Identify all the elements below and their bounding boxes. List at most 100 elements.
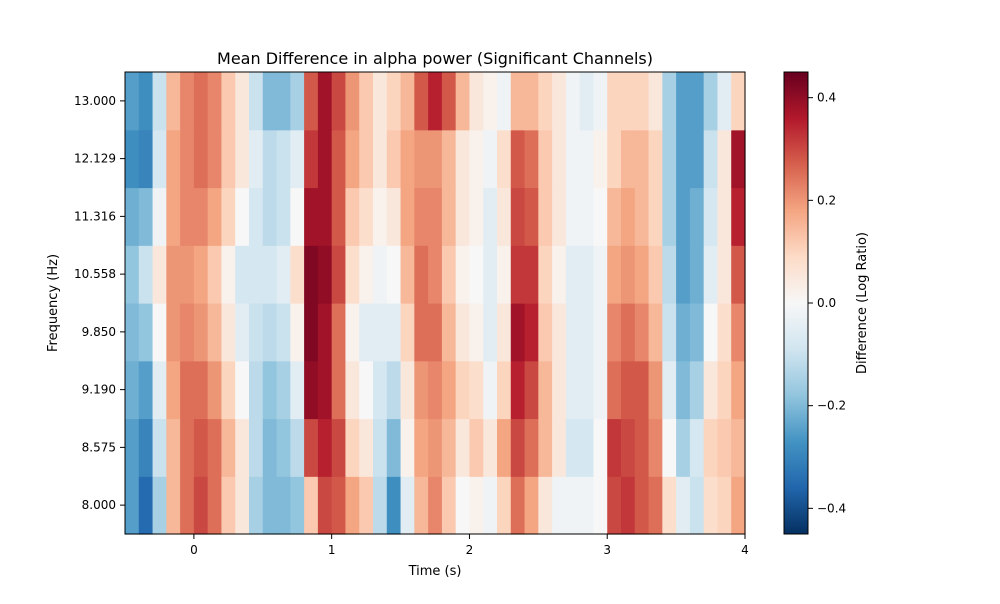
- heatmap-cell: [593, 72, 608, 131]
- heatmap-cell: [607, 360, 622, 420]
- heatmap-cell: [621, 72, 636, 131]
- heatmap-cell: [125, 360, 140, 420]
- heatmap-cell: [386, 418, 402, 477]
- heatmap-cell: [331, 129, 347, 189]
- heatmap-cell: [565, 360, 581, 420]
- heatmap-cell: [166, 418, 181, 477]
- heatmap-cell: [193, 72, 209, 131]
- heatmap-cell: [317, 476, 333, 535]
- heatmap-cell: [441, 360, 457, 420]
- heatmap-cell: [469, 129, 484, 189]
- heatmap-cell: [607, 418, 622, 477]
- heatmap-cell: [193, 476, 209, 535]
- heatmap-cell: [621, 187, 636, 246]
- colorbar-ticks: −0.4 −0.2 0.0 0.2 0.4: [808, 91, 846, 515]
- heatmap-cell: [180, 360, 195, 420]
- heatmap-cell: [441, 72, 457, 131]
- heatmap-cell: [621, 129, 636, 189]
- heatmap-cell: [207, 72, 223, 131]
- heatmap-cell: [235, 245, 250, 304]
- colorbar-tick-label: 0.0: [817, 296, 836, 310]
- heatmap-cell: [483, 187, 498, 246]
- heatmap-cell: [731, 476, 746, 535]
- heatmap-cell: [455, 245, 471, 304]
- heatmap-cell: [524, 129, 539, 189]
- heatmap-cell: [180, 476, 195, 535]
- heatmap-cell: [483, 476, 498, 535]
- heatmap-cell: [125, 303, 140, 362]
- x-axis-ticks: 0 1 2 3 4: [190, 534, 749, 557]
- heatmap-cell: [483, 245, 498, 304]
- heatmap-cell: [386, 303, 402, 362]
- heatmap-cell: [359, 303, 374, 362]
- heatmap-cell: [317, 129, 333, 189]
- chart-title: Mean Difference in alpha power (Signific…: [217, 49, 653, 68]
- heatmap-cell: [731, 72, 746, 131]
- heatmap-cell: [166, 303, 181, 362]
- heatmap-cell: [497, 476, 512, 535]
- heatmap-cell: [249, 360, 264, 420]
- heatmap-cell: [552, 72, 567, 131]
- heatmap-cell: [538, 303, 553, 362]
- heatmap-cell: [662, 360, 677, 420]
- heatmap-cell: [524, 476, 539, 535]
- heatmap-cell: [249, 72, 264, 131]
- heatmap-cell: [304, 360, 319, 420]
- heatmap-cell: [579, 72, 595, 131]
- heatmap-cell: [276, 303, 291, 362]
- heatmap-cell: [689, 72, 705, 131]
- heatmap-cell: [483, 418, 498, 477]
- heatmap-cell: [676, 129, 691, 189]
- heatmap-cell: [235, 72, 250, 131]
- heatmap-cell: [538, 72, 553, 131]
- heatmap-cell: [414, 418, 429, 477]
- heatmap-cell: [579, 129, 595, 189]
- heatmap-cell: [373, 129, 388, 189]
- heatmap-cell: [497, 129, 512, 189]
- heatmap-cell: [331, 187, 347, 246]
- heatmap-cell: [455, 72, 471, 131]
- heatmap-cell: [152, 303, 167, 362]
- heatmap-cell: [469, 418, 484, 477]
- heatmap-cell: [125, 72, 140, 131]
- heatmap-cell: [125, 129, 140, 189]
- heatmap-cell: [662, 72, 677, 131]
- heatmap-cell: [193, 360, 209, 420]
- y-tick-label: 10.558: [74, 267, 116, 281]
- heatmap-cell: [207, 360, 223, 420]
- heatmap-cell: [593, 360, 608, 420]
- heatmap-cell: [221, 129, 236, 189]
- heatmap-cell: [441, 418, 457, 477]
- heatmap-cell: [180, 187, 195, 246]
- heatmap-cell: [717, 360, 732, 420]
- heatmap-cell: [634, 187, 650, 246]
- heatmap-cell: [180, 303, 195, 362]
- heatmap-cell: [510, 303, 526, 362]
- heatmap-cell: [193, 245, 209, 304]
- heatmap-cell: [510, 245, 526, 304]
- heatmap-cell: [565, 129, 581, 189]
- heatmap-cell: [276, 418, 291, 477]
- heatmap-cell: [138, 303, 154, 362]
- heatmap-cell: [152, 72, 167, 131]
- heatmap-cell: [276, 187, 291, 246]
- heatmap-cell: [607, 303, 622, 362]
- heatmap-cell: [703, 418, 719, 477]
- x-tick-label: 3: [603, 543, 611, 557]
- heatmap-cell: [593, 187, 608, 246]
- heatmap-cell: [717, 187, 732, 246]
- heatmap-cell: [180, 418, 195, 477]
- heatmap-cell: [304, 303, 319, 362]
- heatmap-cell: [331, 303, 347, 362]
- heatmap-cell: [207, 303, 223, 362]
- y-tick-label: 11.316: [74, 209, 116, 223]
- heatmap-cell: [373, 187, 388, 246]
- heatmap-cell: [166, 187, 181, 246]
- heatmap-cell: [648, 187, 663, 246]
- heatmap-cell: [593, 129, 608, 189]
- heatmap-cell: [469, 245, 484, 304]
- heatmap-cell: [138, 187, 154, 246]
- heatmap-cell: [552, 418, 567, 477]
- heatmap-cell: [662, 476, 677, 535]
